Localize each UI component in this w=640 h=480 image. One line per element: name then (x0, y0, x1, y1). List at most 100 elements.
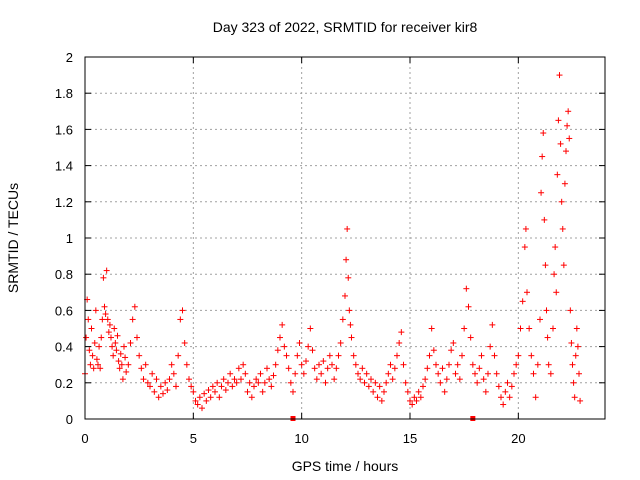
data-point (407, 397, 413, 404)
data-point (104, 316, 111, 323)
y-tick-label: 1.6 (55, 122, 73, 137)
data-point (157, 383, 164, 390)
data-point (480, 376, 487, 383)
data-point (469, 361, 476, 368)
data-point (389, 376, 396, 383)
data-point (287, 379, 294, 386)
data-point (144, 379, 151, 386)
data-point (151, 388, 158, 395)
data-point (179, 307, 186, 314)
y-tick-label: 1.2 (55, 195, 73, 210)
data-point (563, 148, 569, 155)
data-point (320, 358, 327, 365)
data-point (370, 388, 377, 395)
data-point (244, 388, 251, 395)
data-point (478, 352, 485, 359)
data-point (378, 397, 385, 404)
y-tick-label: 1.4 (55, 159, 73, 174)
data-point (559, 225, 566, 232)
data-point (96, 343, 103, 350)
data-point (504, 379, 511, 386)
data-point (147, 383, 153, 390)
data-point (552, 244, 559, 251)
data-point (506, 394, 513, 401)
data-point (495, 383, 502, 390)
data-point (177, 316, 184, 323)
data-point (391, 365, 398, 372)
data-point (303, 358, 309, 365)
data-point (129, 316, 136, 323)
data-point (374, 394, 381, 401)
data-point (127, 339, 134, 346)
data-point (125, 361, 132, 368)
data-point (225, 379, 231, 386)
data-point (90, 365, 97, 372)
data-point (415, 388, 422, 395)
data-point (346, 307, 353, 314)
data-point (113, 347, 120, 354)
y-tick-label: 0 (66, 412, 73, 427)
data-point (111, 325, 118, 332)
data-point (435, 370, 442, 377)
data-point (279, 321, 286, 328)
data-point (140, 376, 147, 383)
data-points (82, 72, 584, 412)
data-point (532, 394, 539, 401)
data-point (170, 370, 177, 377)
data-point (203, 397, 210, 404)
data-point (521, 244, 528, 251)
data-point (240, 361, 247, 368)
data-point (472, 370, 478, 377)
x-tick-label: 10 (294, 431, 308, 446)
data-point (409, 401, 416, 408)
data-point (209, 383, 216, 390)
y-axis-label: SRMTID / TECUs (5, 183, 21, 293)
data-point (508, 383, 515, 390)
data-point (181, 339, 188, 346)
data-point (311, 365, 318, 372)
data-point (443, 376, 450, 383)
data-point (246, 379, 253, 386)
data-point (570, 379, 577, 386)
data-point (474, 379, 481, 386)
data-point (574, 343, 581, 350)
data-point (500, 401, 507, 408)
x-tick-label: 5 (190, 431, 197, 446)
data-point (363, 370, 370, 377)
data-point (557, 140, 564, 147)
data-point (345, 274, 352, 281)
data-point (186, 376, 192, 383)
data-point (361, 379, 368, 386)
data-point (188, 383, 195, 390)
data-point (318, 370, 325, 377)
data-point (290, 388, 296, 395)
data-point (569, 361, 576, 368)
data-point (450, 339, 457, 346)
data-point (95, 361, 101, 368)
data-point (91, 339, 98, 346)
y-tick-label: 1.8 (55, 86, 73, 101)
data-point (292, 370, 299, 377)
data-point (300, 370, 307, 377)
data-point (207, 394, 214, 401)
data-point (222, 387, 229, 394)
data-point (437, 379, 444, 386)
data-point (511, 370, 517, 377)
data-point (110, 352, 117, 359)
data-point (577, 397, 584, 404)
data-point (426, 352, 433, 359)
data-point (175, 352, 182, 359)
data-point (294, 352, 301, 359)
data-point (456, 376, 463, 383)
axis-ticks: 00.20.40.60.811.21.41.61.820 5 10 15 20 (55, 50, 605, 446)
data-point (283, 352, 290, 359)
data-point (452, 370, 459, 377)
data-point (335, 352, 342, 359)
data-point (251, 383, 257, 390)
data-point (264, 365, 270, 372)
data-point (277, 334, 283, 341)
data-point (343, 256, 350, 263)
data-point (307, 325, 314, 332)
data-point (261, 379, 268, 386)
